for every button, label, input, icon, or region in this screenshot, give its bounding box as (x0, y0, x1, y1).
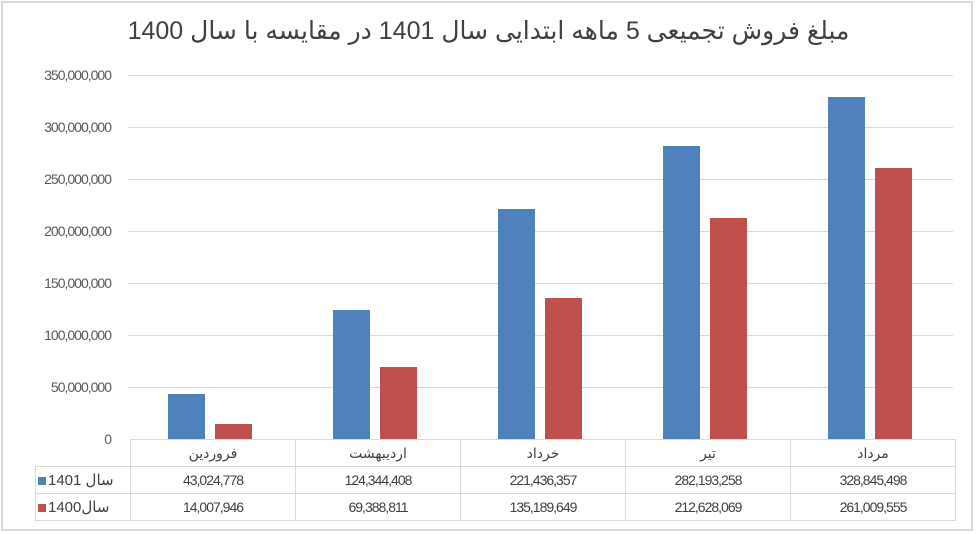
bar-1401 (828, 97, 865, 439)
gridline (128, 179, 953, 180)
data-cell: 328,845,498 (790, 466, 956, 494)
bar-1401 (168, 394, 205, 439)
chart-title: مبلغ فروش تجمیعی 5 ماهه ابتدایی سال 1401… (127, 17, 850, 45)
data-table-header-row: فروردین اردیبهشت خرداد تیر مرداد (35, 439, 956, 467)
data-cell: 212,628,069 (625, 493, 791, 521)
category-label: فروردین (130, 439, 296, 467)
gridline (128, 127, 953, 128)
category-label: مرداد (790, 439, 956, 467)
data-cell: 221,436,357 (460, 466, 626, 494)
y-tick-label: 250,000,000 (44, 171, 112, 187)
gridline (128, 75, 953, 76)
y-tick-label: 0 (104, 431, 112, 447)
legend-entry-1401: سال 1401 (35, 466, 131, 494)
y-tick-label: 100,000,000 (44, 327, 112, 343)
data-table: فروردین اردیبهشت خرداد تیر مرداد سال 140… (35, 439, 956, 521)
data-cell: 261,009,555 (790, 493, 956, 521)
bar-1400 (710, 218, 747, 439)
y-tick-label: 50,000,000 (50, 379, 112, 395)
data-table-row-1400: سال1400 14,007,946 69,388,811 135,189,64… (35, 493, 956, 521)
data-cell: 135,189,649 (460, 493, 626, 521)
bar-1401 (333, 310, 370, 439)
data-cell: 282,193,258 (625, 466, 791, 494)
gridline (128, 335, 953, 336)
gridline (128, 283, 953, 284)
data-cell: 14,007,946 (130, 493, 296, 521)
legend-entry-1400: سال1400 (35, 493, 131, 521)
data-cell: 43,024,778 (130, 466, 296, 494)
bar-1401 (498, 209, 535, 439)
gridline (128, 387, 953, 388)
legend-label: سال 1401 (48, 472, 115, 489)
y-tick-label: 200,000,000 (44, 223, 112, 239)
y-tick-label: 350,000,000 (44, 67, 112, 83)
legend-swatch-red-icon (38, 504, 46, 513)
y-tick-label: 150,000,000 (44, 275, 112, 291)
data-table-corner (35, 439, 131, 467)
category-label: اردیبهشت (295, 439, 461, 467)
bar-1400 (215, 424, 252, 439)
bar-1400 (380, 367, 417, 439)
bar-1400 (545, 298, 582, 439)
data-cell: 69,388,811 (295, 493, 461, 521)
category-label: تیر (625, 439, 791, 467)
gridline (128, 231, 953, 232)
bar-1400 (875, 168, 912, 439)
bar-1401 (663, 146, 700, 439)
legend-label: سال1400 (48, 499, 110, 516)
data-cell: 124,344,408 (295, 466, 461, 494)
data-table-row-1401: سال 1401 43,024,778 124,344,408 221,436,… (35, 466, 956, 494)
legend-swatch-blue-icon (38, 477, 46, 486)
category-label: خرداد (460, 439, 626, 467)
y-tick-label: 300,000,000 (44, 119, 112, 135)
